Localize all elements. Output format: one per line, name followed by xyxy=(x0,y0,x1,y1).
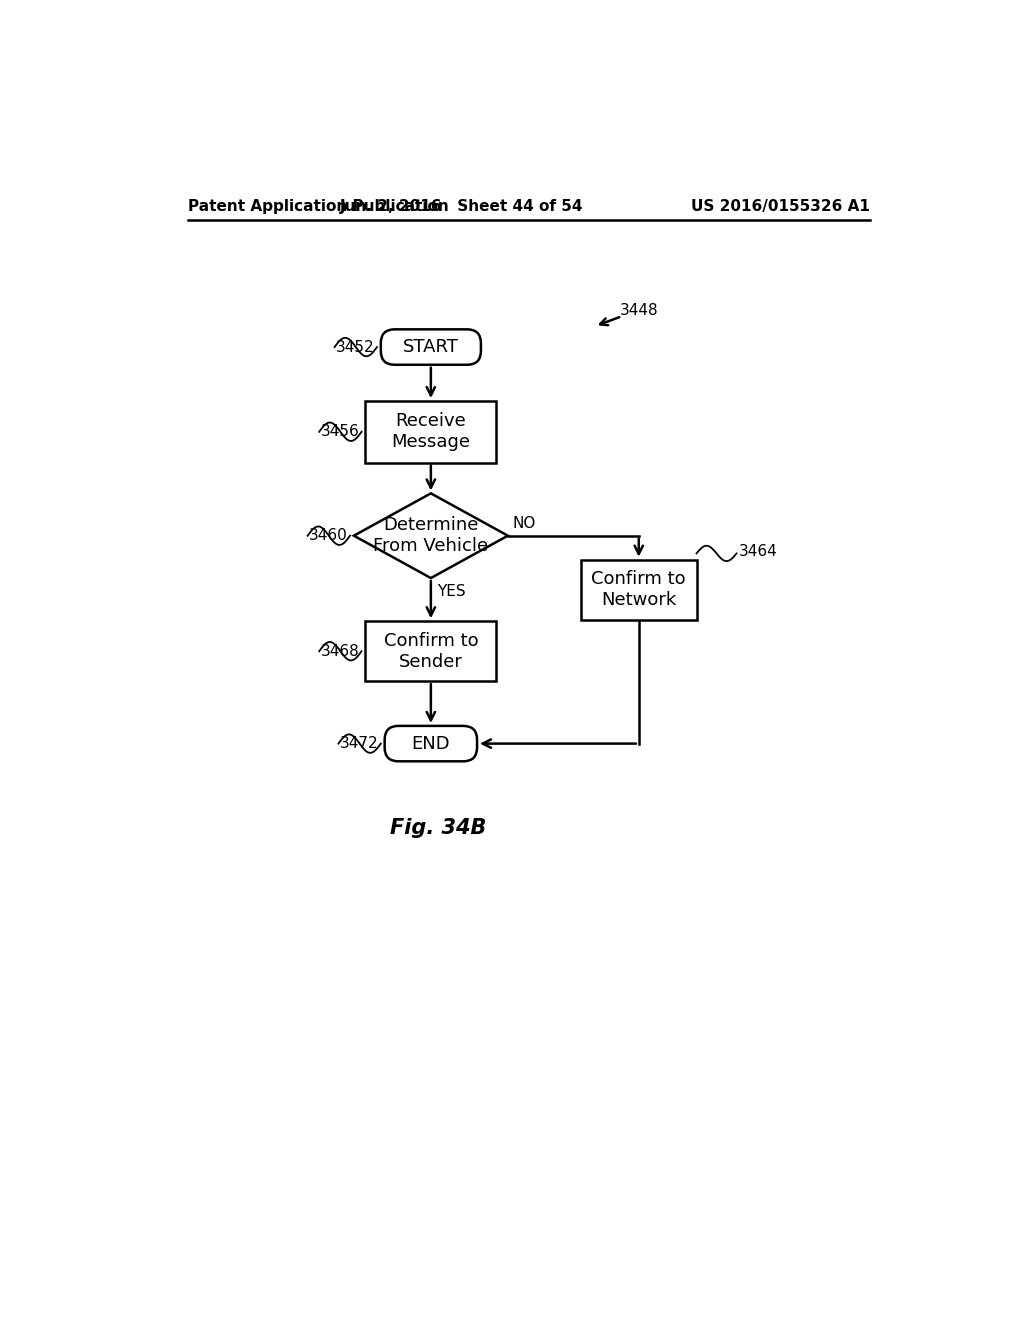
Text: 3468: 3468 xyxy=(321,644,359,659)
Text: Fig. 34B: Fig. 34B xyxy=(390,818,486,838)
Text: Confirm to
Sender: Confirm to Sender xyxy=(384,632,478,671)
Text: Patent Application Publication: Patent Application Publication xyxy=(188,198,450,214)
Text: START: START xyxy=(402,338,459,356)
Text: Determine
From Vehicle: Determine From Vehicle xyxy=(374,516,488,556)
Text: 3460: 3460 xyxy=(309,528,348,544)
FancyBboxPatch shape xyxy=(381,330,481,364)
Text: 3448: 3448 xyxy=(620,304,658,318)
Text: END: END xyxy=(412,735,451,752)
Text: NO: NO xyxy=(512,516,536,531)
Text: 3472: 3472 xyxy=(340,737,379,751)
Text: 3464: 3464 xyxy=(739,544,777,560)
Text: 3456: 3456 xyxy=(321,424,359,440)
Text: YES: YES xyxy=(437,585,466,599)
Text: Confirm to
Network: Confirm to Network xyxy=(592,570,686,609)
Text: US 2016/0155326 A1: US 2016/0155326 A1 xyxy=(691,198,869,214)
FancyBboxPatch shape xyxy=(385,726,477,762)
Text: Receive
Message: Receive Message xyxy=(391,412,470,451)
Bar xyxy=(581,560,696,619)
Text: 3452: 3452 xyxy=(336,339,375,355)
Bar xyxy=(366,401,497,462)
Polygon shape xyxy=(354,494,508,578)
Text: Jun. 2, 2016   Sheet 44 of 54: Jun. 2, 2016 Sheet 44 of 54 xyxy=(340,198,584,214)
Bar xyxy=(366,622,497,681)
